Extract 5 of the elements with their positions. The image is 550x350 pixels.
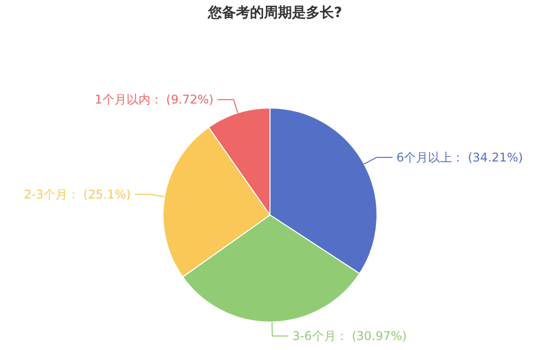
slice-label: 6个月以上： (34.21%): [396, 150, 523, 164]
chart-title: 您备考的周期是多长?: [206, 5, 342, 21]
slice-label: 1个月以内： (9.72%): [94, 92, 214, 107]
slice-label: 3-6个月： (30.97%): [292, 328, 407, 343]
slice-label: 2-3个月： (25.1%): [24, 187, 131, 202]
